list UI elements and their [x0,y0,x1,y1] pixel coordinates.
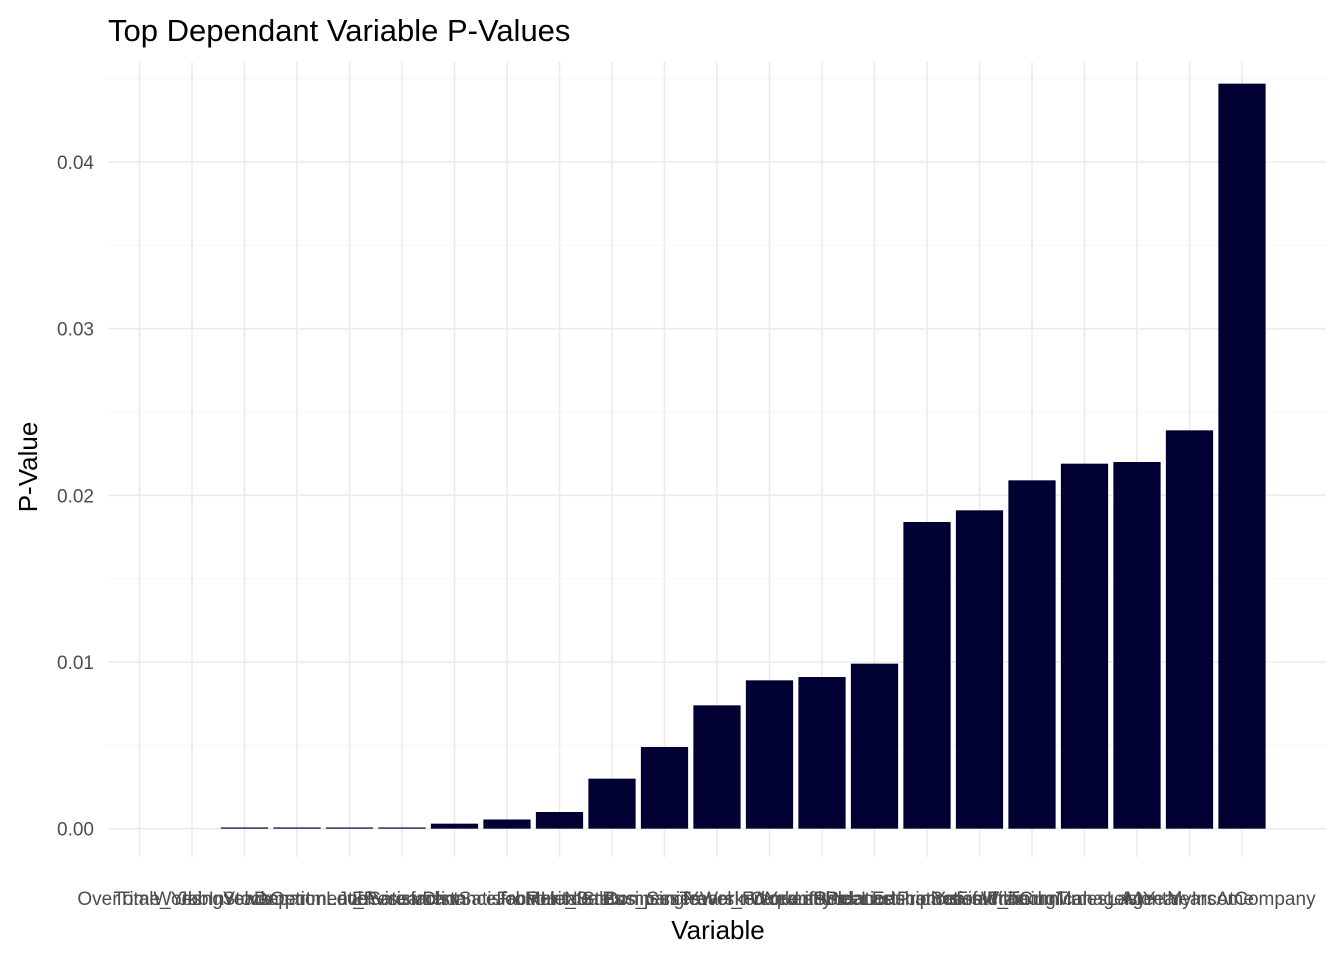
bar-monthlyincome [1165,430,1214,829]
x-tick-label: DistanceFromHome [423,889,592,910]
bar-yearsatcompany [1218,83,1266,829]
bar-environmentsatisfaction [430,823,479,829]
bar-stockoptionlevel [273,827,321,829]
x-tick-label: YearsWithCurrManager [933,889,1131,910]
x-tick-label: RelationshipSatisfaction [826,889,1029,910]
y-tick-label: 0.03 [57,320,94,341]
x-tick-label: MonthlyIncome [1125,889,1254,910]
y-tick-label: 0.04 [57,153,94,174]
x-axis-title: Variable [671,915,764,945]
bar-numcompaniesworked [640,747,689,829]
bar-department-research [325,827,374,829]
bar-maritalstatus-single [588,778,636,829]
bar-yearsincurrentrole [745,680,794,829]
x-tick-label: TrainingTimesLastYear [988,889,1182,910]
bar-educationfield-technical [955,510,1004,829]
bar-yearswithcurrmanager [1008,480,1056,829]
x-tick-label: YearsInCurrentRole [686,889,852,910]
y-tick-label: 0.01 [57,653,94,674]
x-tick-label: TotalWorkingYears [113,889,270,910]
y-tick-label: 0.02 [57,486,94,507]
x-tick-label: JobRole_Sales [496,889,624,910]
x-tick-label: Age [1120,889,1154,910]
bar-worklifebalance [798,677,846,829]
x-tick-label: MaritalStatus_Single [525,889,699,910]
chart-title: Top Dependant Variable P-Values [108,13,570,48]
bar-yearssincelastpromotion [850,663,899,829]
x-tick-label: EnvironmentSatisfaction [352,889,557,910]
x-tick-label: JobSatisfaction [338,889,467,910]
y-axis-ticks: 0.00 0.01 0.02 0.03 0.04 [57,153,94,841]
bar-relationshipsatisfaction [903,522,951,829]
x-tick-label: YearsSinceLastPromotion [766,889,984,910]
bar-businesstravel-frequently [693,705,741,829]
bar-distancefromhome [483,819,531,829]
bar-age [1113,462,1161,829]
x-tick-label: StockOptionLevel [223,889,372,910]
bar-trainingtimeslastyear [1060,463,1109,829]
x-axis-ticks: OverTime_YesTotalWorkingYearsJobInvolvem… [77,889,1316,910]
x-tick-label: NumCompaniesWorked [564,889,765,910]
x-tick-label: WorkLifeBalance [750,889,893,910]
bar-jobsatisfaction [378,827,426,829]
bars [220,83,1266,829]
x-tick-label: JobInvolvement [178,889,312,910]
y-tick-label: 0.00 [57,820,94,841]
bar-jobinvolvement [220,827,269,829]
x-tick-label: YearsAtCompany [1168,889,1316,910]
x-tick-label: Department_Research [254,889,445,910]
x-tick-label: EducationField_Technical [872,889,1087,910]
bar-jobrole-sales [535,812,584,829]
x-tick-label: BusinessTravel_Frequently [602,889,832,910]
x-tick-label: OverTime_Yes [77,889,201,910]
y-axis-title: P-Value [13,422,43,513]
